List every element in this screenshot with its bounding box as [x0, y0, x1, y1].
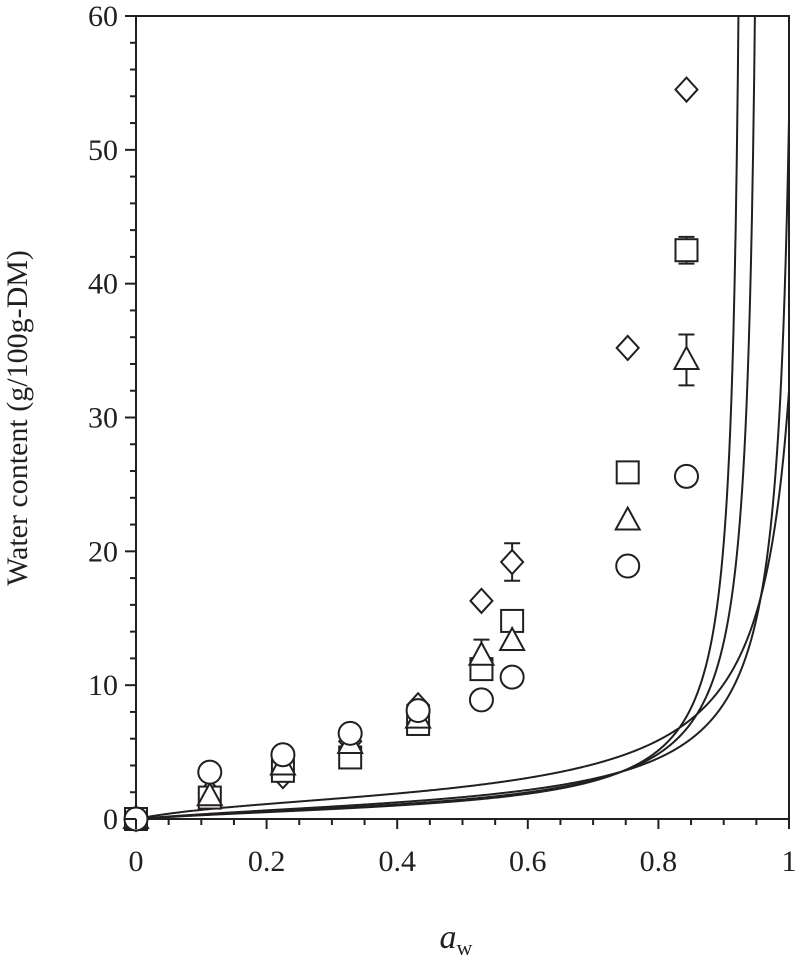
triangle-marker — [196, 781, 224, 807]
triangle-marker — [672, 344, 701, 370]
diamond-marker — [499, 548, 525, 576]
circle-marker — [197, 759, 223, 785]
x-axis-label-main: a — [440, 919, 457, 956]
circle-marker — [673, 463, 699, 489]
circle-marker — [337, 720, 363, 746]
circle-marker — [468, 687, 494, 713]
triangle-marker — [614, 505, 642, 531]
x-tick-label: 0.8 — [640, 845, 678, 878]
data-markers — [122, 76, 701, 833]
plot-border — [135, 15, 790, 820]
square-marker — [615, 460, 640, 485]
y-axis-ticks: 0 10 20 30 40 50 60 — [88, 0, 136, 836]
x-axis-ticks: 0 0.2 0.4 0.6 0.8 1 — [129, 819, 795, 878]
fit-curves — [136, 16, 789, 819]
circle-marker — [499, 664, 525, 690]
y-tick-label: 20 — [88, 535, 118, 568]
x-axis-label-sub: w — [457, 935, 473, 960]
fit-curve-square — [136, 16, 756, 819]
x-axis-label: aw — [440, 919, 473, 960]
plot-frame — [135, 15, 790, 820]
y-tick-label: 10 — [88, 669, 118, 702]
circle-marker — [270, 742, 296, 768]
fit-curve-diamond — [136, 16, 740, 819]
y-tick-label: 30 — [88, 402, 118, 435]
fit-curve-triangle — [136, 119, 789, 819]
circle-marker — [615, 553, 641, 579]
triangle-marker — [498, 625, 526, 652]
y-axis-label: Water content (g/100g-DM) — [1, 250, 34, 586]
error-bars — [473, 235, 695, 673]
x-tick-label: 0.2 — [248, 845, 286, 878]
diamond-marker — [615, 334, 641, 362]
x-tick-label: 0.4 — [378, 845, 416, 878]
x-tick-label: 0.6 — [509, 845, 547, 878]
diamond-marker — [674, 76, 699, 104]
y-tick-label: 50 — [88, 134, 118, 167]
y-tick-label: 0 — [103, 803, 118, 836]
x-tick-label: 1 — [782, 845, 795, 878]
y-tick-label: 60 — [88, 0, 118, 33]
square-marker — [674, 238, 699, 263]
y-tick-label: 40 — [88, 268, 118, 301]
x-tick-label: 0 — [129, 845, 144, 878]
triangle-marker — [467, 640, 496, 666]
fit-curve-circle — [136, 390, 789, 819]
circle-marker — [405, 698, 431, 724]
diamond-marker — [469, 587, 494, 615]
